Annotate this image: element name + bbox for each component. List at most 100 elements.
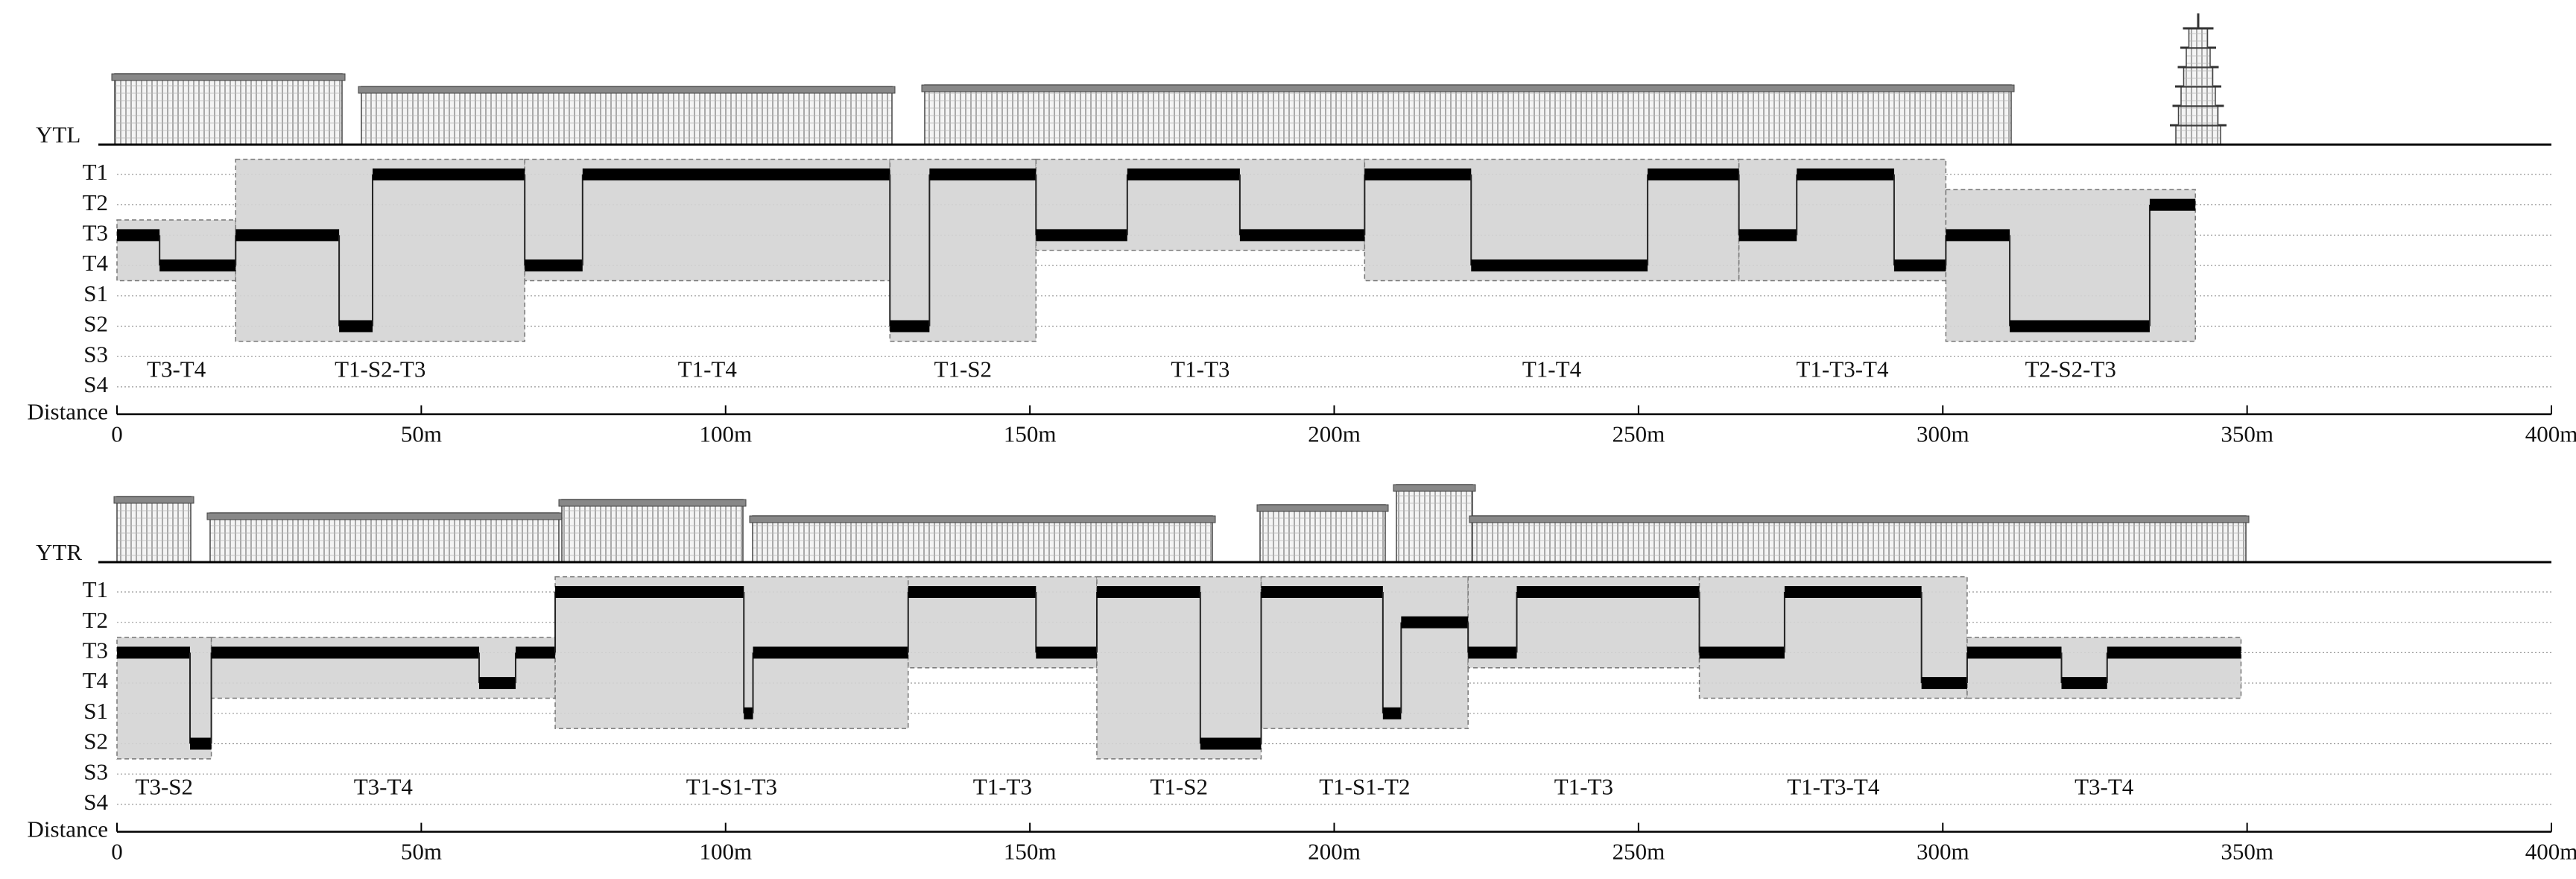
segment-label: T1-S2-T3 — [335, 356, 425, 382]
pagoda-tier — [2180, 86, 2216, 107]
building-roof — [1393, 484, 1476, 492]
pagoda-tier — [2175, 125, 2221, 145]
segment-label: T2-S2-T3 — [2025, 356, 2116, 382]
level-label: T2 — [83, 607, 108, 633]
level-label: T1 — [83, 576, 108, 602]
x-tick-label: 150m — [1004, 421, 1057, 447]
level-label: S4 — [83, 789, 108, 815]
segment-box — [116, 219, 237, 282]
step-bar — [2061, 677, 2107, 690]
building — [114, 73, 343, 145]
building-roof — [749, 515, 1216, 523]
building-roof — [206, 512, 563, 520]
x-tick-label: 250m — [1613, 839, 1665, 865]
segment-box — [889, 158, 1037, 342]
step-bar — [159, 259, 236, 272]
step-bar — [929, 168, 1037, 180]
level-label: S4 — [83, 371, 108, 397]
step-bar — [1036, 646, 1097, 659]
step-bar — [117, 229, 160, 242]
segment-label: T1-T3 — [1171, 356, 1230, 382]
step-bar — [1036, 229, 1127, 242]
step-bar — [2149, 198, 2196, 211]
step-bar — [1364, 168, 1472, 180]
step-bar — [1471, 259, 1648, 272]
x-tick-label: 400m — [2525, 839, 2576, 865]
step-bar — [1127, 168, 1240, 180]
x-axis-label: Distance — [28, 816, 108, 842]
step-bar — [2107, 646, 2241, 659]
x-tick-label: 100m — [699, 839, 752, 865]
building-roof — [1469, 515, 2250, 523]
building-roof — [113, 496, 194, 504]
pagoda-tier — [2188, 28, 2209, 48]
step-bar — [1401, 616, 1469, 628]
step-bar — [1096, 586, 1200, 598]
pagoda-tier — [2183, 66, 2214, 87]
segment-box — [1096, 576, 1262, 760]
step-bar — [1797, 168, 1894, 180]
x-tick-label: 50m — [401, 839, 442, 865]
x-tick-label: 350m — [2221, 421, 2273, 447]
x-tick-label: 200m — [1308, 421, 1361, 447]
building-roof — [921, 84, 2015, 92]
segment-label: T3-T4 — [2075, 774, 2134, 800]
x-tick-label: 200m — [1308, 839, 1361, 865]
step-bar — [2010, 320, 2150, 333]
x-tick-label: 150m — [1004, 839, 1057, 865]
x-tick-label: 300m — [1917, 839, 1969, 865]
step-bar — [1966, 646, 2062, 659]
segment-box — [1945, 189, 2196, 342]
step-bar — [190, 737, 212, 750]
step-bar — [515, 646, 556, 659]
step-bar — [1921, 677, 1967, 690]
building — [1472, 515, 2247, 563]
step-bar — [339, 320, 373, 333]
level-label: T4 — [83, 667, 109, 693]
step-bar — [1738, 229, 1797, 242]
segment-label: T1-T4 — [1522, 356, 1582, 382]
step-bar — [744, 707, 753, 719]
x-tick-label: 300m — [1917, 421, 1969, 447]
x-tick-label: 350m — [2221, 839, 2273, 865]
x-tick-label: 0 — [111, 839, 123, 865]
level-label: T3 — [83, 637, 108, 664]
building-roof — [358, 86, 896, 94]
step-bar — [1200, 737, 1262, 750]
panel-label: YTR — [36, 539, 82, 565]
step-bar — [117, 646, 191, 659]
segment-label: T3-T4 — [147, 356, 206, 382]
step-bar — [582, 168, 890, 180]
segment-label: T1-S2 — [1150, 774, 1208, 800]
step-bar — [1382, 707, 1402, 719]
step-bar — [1946, 229, 2010, 242]
step-bar — [211, 646, 479, 659]
level-label: T2 — [83, 189, 108, 215]
building — [561, 499, 744, 563]
step-bar — [1893, 259, 1946, 272]
building — [361, 86, 893, 145]
step-bar — [890, 320, 930, 333]
building — [116, 496, 192, 563]
building-roof — [558, 499, 747, 507]
building-roof — [111, 73, 346, 81]
segment-box — [235, 158, 525, 342]
x-tick-label: 400m — [2525, 421, 2576, 447]
building — [924, 84, 2012, 145]
building — [1396, 484, 1473, 563]
segment-label: T1-T4 — [678, 356, 738, 382]
segment-box — [1966, 637, 2242, 699]
step-bar — [1699, 646, 1785, 659]
building — [752, 515, 1213, 563]
level-label: T3 — [83, 220, 108, 246]
level-label: S2 — [83, 728, 108, 754]
level-label: S3 — [83, 758, 108, 784]
level-label: S2 — [83, 311, 108, 337]
segment-label: T1-T3 — [973, 774, 1032, 800]
step-bar — [1468, 646, 1517, 659]
segment-label: T1-S2 — [934, 356, 993, 382]
panel-label: YTL — [36, 122, 80, 148]
segment-label: T1-T3-T4 — [1797, 356, 1889, 382]
